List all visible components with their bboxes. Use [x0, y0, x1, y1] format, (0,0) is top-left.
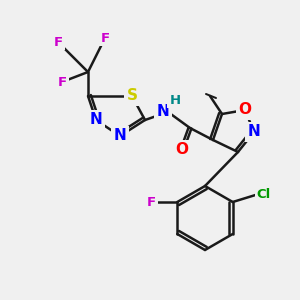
Text: Cl: Cl [256, 188, 271, 200]
Text: S: S [127, 88, 137, 104]
Text: N: N [248, 124, 260, 140]
Text: O: O [176, 142, 188, 158]
Text: O: O [238, 103, 251, 118]
Text: F: F [100, 32, 109, 44]
Text: F: F [147, 196, 156, 208]
Text: F: F [57, 76, 67, 88]
Text: F: F [53, 35, 63, 49]
Text: N: N [90, 112, 102, 128]
Text: N: N [114, 128, 126, 143]
Text: H: H [169, 94, 181, 106]
Text: N: N [157, 104, 169, 119]
